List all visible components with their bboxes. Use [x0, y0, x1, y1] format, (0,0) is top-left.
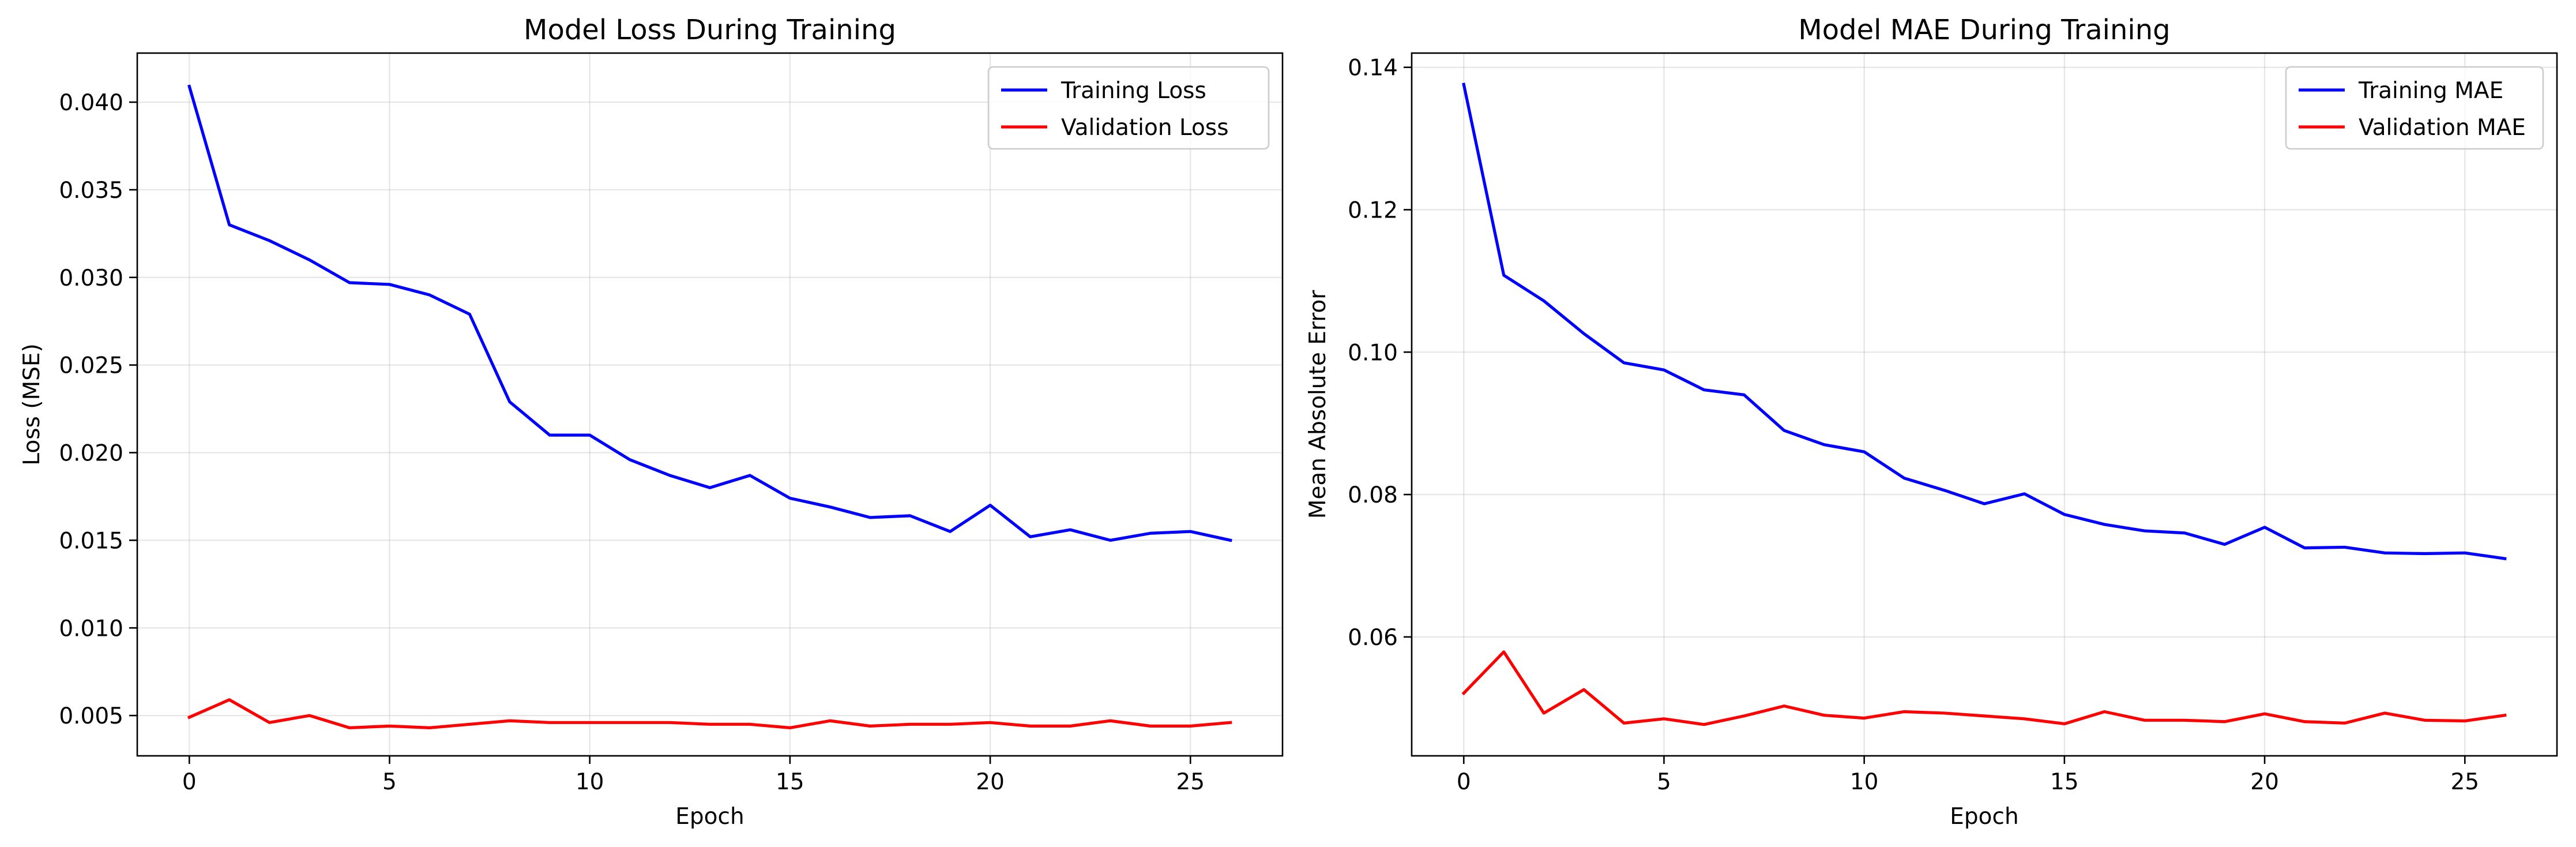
chart-1-title: Model Loss During Training [524, 14, 896, 46]
chart-2-series-1-line [1462, 83, 2507, 561]
chart-1-ytick-label-0: 0.005 [59, 703, 123, 729]
chart-1-plot-frame [136, 52, 1284, 757]
chart-2-xtick-label-5: 25 [2450, 769, 2479, 795]
chart-1-ytick-label-6: 0.035 [59, 178, 123, 204]
chart-1-ytick-label-7: 0.040 [59, 90, 123, 116]
chart-1-ytick-label-2: 0.015 [59, 528, 123, 554]
chart-1-ytick-label-3: 0.020 [59, 441, 123, 467]
chart-2-ytick-label-4: 0.14 [1348, 55, 1398, 81]
chart-2-series-2-line [1461, 650, 2507, 726]
chart-1-ytick-label-4: 0.025 [59, 353, 123, 379]
chart-2-ytick-label-3: 0.12 [1348, 197, 1398, 223]
chart-1-legend-label-2: Validation Loss [1061, 115, 1229, 141]
chart-2-ytick-label-1: 0.08 [1348, 482, 1398, 508]
chart-2-plot-frame [1411, 52, 2558, 757]
chart-2-xlabel: Epoch [1950, 804, 2018, 830]
chart-1-legend-box [987, 66, 1270, 150]
chart-2-ytick-label-2: 0.10 [1348, 340, 1398, 366]
chart-1-ylabel: Loss (MSE) [19, 343, 45, 465]
chart-2-legend-box [2285, 66, 2544, 150]
chart-1-xtick-label-2: 10 [576, 769, 604, 795]
chart-1-ytick-label-5: 0.030 [59, 265, 123, 291]
chart-2-legend-label-2: Validation MAE [2359, 115, 2526, 141]
chart-2-xtick-label-1: 5 [1657, 769, 1671, 795]
chart-1: 0 5 10 15 20 25 0.005 0.010 0.015 0.020 0.025 0.030… [19, 14, 1284, 830]
chart-2-ylabel: Mean Absolute Error [1305, 290, 1331, 519]
chart-2-xtick-label-4: 20 [2250, 769, 2279, 795]
chart-1-series-2-line [187, 698, 1232, 730]
chart-1-xtick-label-4: 20 [976, 769, 1005, 795]
chart-1-xtick-label-3: 15 [776, 769, 804, 795]
chart-2-xtick-label-0: 0 [1457, 769, 1471, 795]
chart-1-xtick-label-5: 25 [1176, 769, 1205, 795]
chart-1-legend: Training Loss Validation Loss [987, 66, 1270, 150]
chart-2: 0 5 10 15 20 25 0.06 0.08 0.10 0.12 0.14 Model MAE … [1305, 14, 2558, 830]
chart-2-legend: Training MAE Validation MAE [2285, 66, 2544, 150]
chart-2-ytick-label-0: 0.06 [1348, 625, 1398, 651]
chart-1-xtick-label-1: 5 [382, 769, 397, 795]
chart-2-legend-label-1: Training MAE [2358, 78, 2503, 104]
chart-2-xtick-label-3: 15 [2050, 769, 2079, 795]
chart-2-xtick-label-2: 10 [1850, 769, 1879, 795]
chart-1-xlabel: Epoch [675, 804, 744, 830]
chart-2-title: Model MAE During Training [1798, 14, 2170, 46]
chart-1-ytick-label-1: 0.010 [59, 616, 123, 642]
chart-1-series-1-line [187, 84, 1232, 542]
chart-1-legend-label-1: Training Loss [1061, 78, 1206, 104]
chart-1-xtick-label-0: 0 [182, 769, 197, 795]
